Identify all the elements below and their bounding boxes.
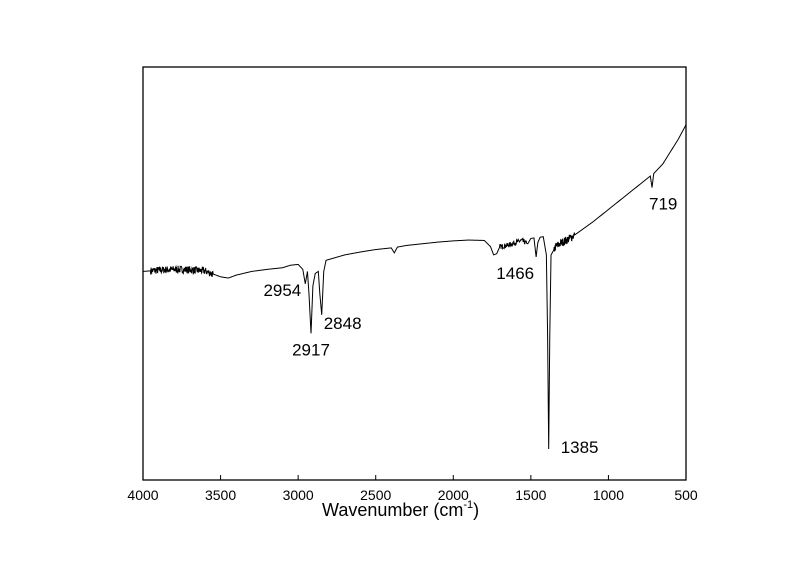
x-tick-label: 1000 [593, 487, 624, 503]
x-tick-label: 3000 [283, 487, 314, 503]
x-tick-label: 1500 [515, 487, 546, 503]
x-tick-label: 500 [674, 487, 698, 503]
peak-label-719: 719 [649, 195, 677, 214]
x-axis-title-superscript: -1 [463, 499, 473, 511]
x-axis-ticks [142, 475, 687, 480]
x-axis-title-main: Wavenumber (cm [322, 500, 463, 520]
x-tick-label: 3500 [205, 487, 236, 503]
x-tick-label: 2000 [438, 487, 469, 503]
x-axis-tick-labels: 4000 3500 3000 2500 2000 1500 1000 500 [127, 487, 697, 503]
peak-label-2848: 2848 [324, 314, 362, 333]
peak-label-1385: 1385 [561, 438, 599, 457]
x-axis-title: Wavenumber (cm-1) [322, 499, 479, 520]
peak-labels: 2954 2917 2848 1466 1385 719 [263, 195, 677, 457]
spectrum-line [142, 124, 687, 450]
peak-label-2954: 2954 [263, 281, 301, 300]
x-tick-label: 4000 [127, 487, 158, 503]
peak-label-2917: 2917 [292, 340, 330, 359]
plot-frame [142, 66, 687, 481]
x-tick-label: 2500 [360, 487, 391, 503]
peak-label-1466: 1466 [496, 264, 534, 283]
x-axis-title-close: ) [473, 500, 479, 520]
